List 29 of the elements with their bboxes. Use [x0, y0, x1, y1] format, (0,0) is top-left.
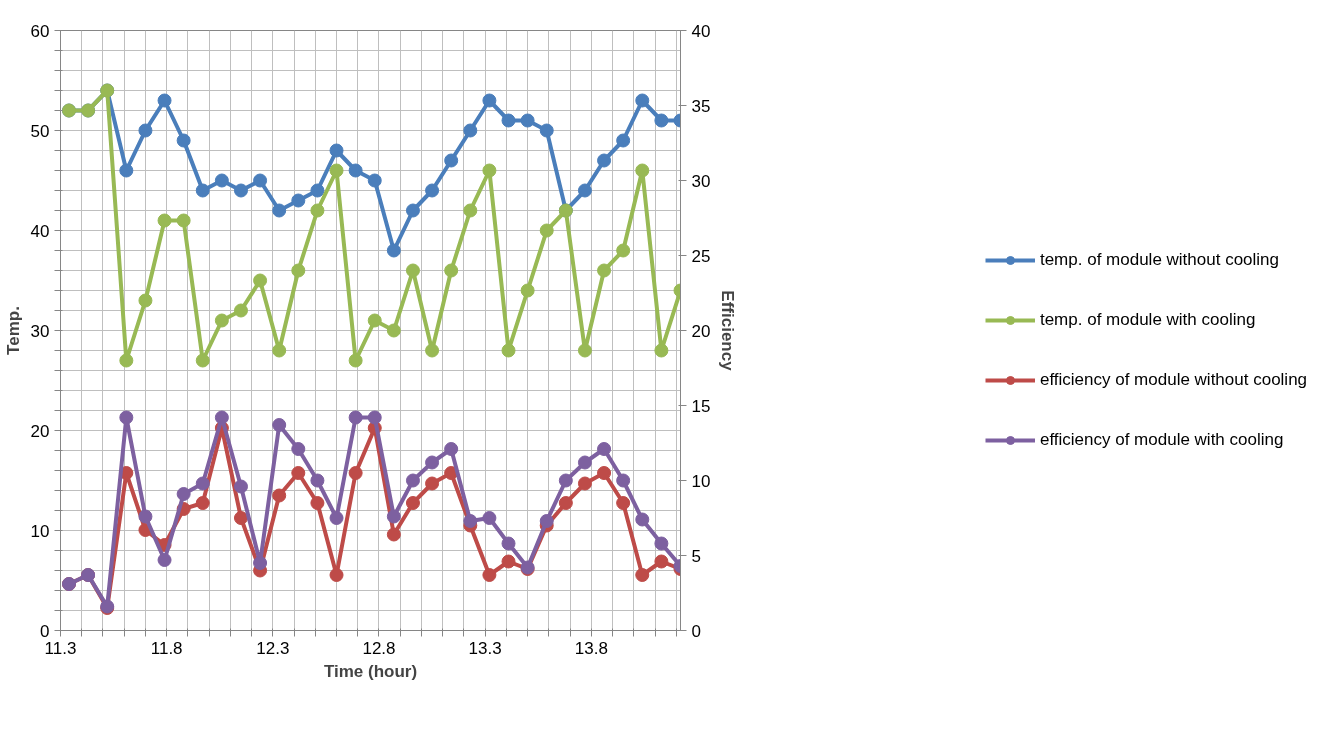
y2-tick-label: 5: [691, 546, 701, 566]
y2-tick-label: 20: [691, 321, 711, 341]
y-tick-label: 60: [30, 21, 50, 41]
y-tick-label: 50: [30, 121, 50, 141]
y2-tick-label: 10: [691, 471, 711, 491]
x-tick-label: 13.3: [468, 638, 502, 658]
y2-tick-label: 40: [691, 21, 711, 41]
x-tick-label: 11.8: [150, 638, 183, 658]
y-tick-label: 30: [30, 321, 50, 341]
x-tick-label: 11.3: [44, 638, 77, 658]
y2-tick-label: 15: [691, 396, 711, 416]
y-tick-label: 0: [40, 621, 50, 641]
x-axis-title: Time (hour): [323, 661, 418, 681]
y-tick-label: 10: [30, 521, 50, 541]
x-tick-label: 12.3: [256, 638, 290, 658]
y2-tick-label: 30: [691, 171, 711, 191]
legend-label: efficiency of module without cooling: [1039, 370, 1308, 390]
x-tick-label: 12.8: [362, 638, 396, 658]
y2-tick-label: 35: [691, 96, 711, 116]
x-tick-label: 13.8: [574, 638, 608, 658]
legend-label: temp. of module with cooling: [1039, 310, 1256, 330]
legend-label: efficiency of module with cooling: [1039, 430, 1284, 450]
y-tick-label: 40: [30, 221, 50, 241]
y2-tick-label: 25: [691, 246, 711, 266]
y2-axis-title: Efficiency: [718, 290, 738, 372]
y2-tick-label: 0: [691, 621, 701, 641]
legend-label: temp. of module without cooling: [1039, 250, 1280, 270]
y-axis-title: Temp.: [3, 306, 23, 355]
y-tick-label: 20: [30, 421, 50, 441]
